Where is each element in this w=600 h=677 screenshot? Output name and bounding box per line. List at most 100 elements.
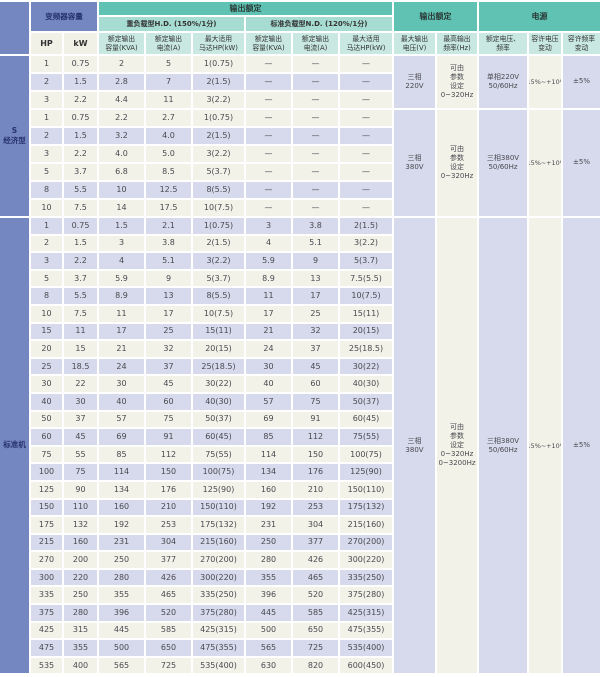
data-cell: 37 [146,358,191,375]
data-cell: 192 [246,499,291,516]
data-cell: 5.9 [246,253,291,269]
data-cell: 30 [99,376,144,392]
voltage-tolerance-cell: -15%~+10% [529,110,561,216]
data-cell: 10 [31,200,62,216]
data-cell: 5(3.7) [193,164,244,180]
data-cell: 32 [293,323,338,340]
data-cell: 250 [64,587,97,604]
data-cell: 5.9 [99,270,144,287]
data-cell: 11 [64,323,97,340]
data-cell: 25(18.5) [340,341,392,357]
data-cell: — [246,56,291,72]
data-cell: 10(7.5) [193,200,244,216]
data-cell: 5 [31,270,62,287]
data-cell: 250 [246,534,291,551]
data-cell: 0.75 [64,56,97,72]
data-cell: 17 [293,288,338,304]
data-cell: 150 [31,499,62,516]
data-cell: 160 [246,481,291,498]
data-cell: 300(220) [193,569,244,586]
data-cell: 125 [31,481,62,498]
data-cell: 2 [99,56,144,72]
data-cell: 69 [99,429,144,445]
heavy-duty-header: 重负载型H.D. (150%/1分) [99,17,244,31]
data-cell: 20(15) [193,341,244,357]
data-cell: 37 [293,341,338,357]
data-cell: 445 [99,622,144,639]
data-cell: 7.5 [64,305,97,322]
data-cell: — [340,200,392,216]
data-cell: 304 [293,517,338,533]
data-cell: 25 [293,305,338,322]
data-cell: 820 [293,657,338,674]
data-cell: 1.5 [99,218,144,234]
data-cell: 231 [246,517,291,533]
data-cell: 253 [293,499,338,516]
data-cell: 3(2.2) [340,235,392,252]
data-cell: 445 [246,605,291,621]
data-cell: 132 [64,517,97,533]
data-cell: — [293,74,338,90]
data-cell: 17 [99,323,144,340]
data-cell: 396 [99,605,144,621]
data-cell: 75 [64,464,97,480]
data-cell: 10 [31,305,62,322]
data-cell: 231 [99,534,144,551]
data-cell: 17 [146,305,191,322]
data-cell: 3.8 [293,218,338,234]
data-cell: 2(1.5) [193,74,244,90]
data-cell: 280 [99,569,144,586]
data-cell: 2.2 [64,146,97,162]
data-cell: 150(110) [193,499,244,516]
data-cell: 5.0 [146,146,191,162]
data-cell: 160 [99,499,144,516]
data-cell: 270(200) [340,534,392,551]
data-cell: 114 [246,446,291,463]
data-cell: 40 [99,393,144,410]
frequency-tolerance-cell: ±5% [563,110,600,216]
data-cell: 3(2.2) [193,146,244,162]
data-cell: 24 [99,358,144,375]
data-cell: 5(3.7) [193,270,244,287]
data-cell: — [246,200,291,216]
col-header-voltage-tolerance: 容许电压 变动 [529,33,561,54]
data-cell: 75(55) [340,429,392,445]
data-cell: 57 [246,393,291,410]
data-cell: 3 [99,235,144,252]
data-cell: 5.1 [293,235,338,252]
data-cell: — [340,74,392,90]
data-cell: 60(45) [340,411,392,428]
data-cell: 253 [146,517,191,533]
data-cell: 335(250) [193,587,244,604]
data-cell: — [340,110,392,126]
data-cell: 355 [99,587,144,604]
data-cell: 150(110) [340,481,392,498]
data-cell: 134 [246,464,291,480]
data-cell: 110 [64,499,97,516]
data-cell: 4.0 [99,146,144,162]
data-cell: 32 [146,341,191,357]
data-cell: 40 [246,376,291,392]
col-header-max-frequency: 最高输出 频率(Hz) [437,33,477,54]
data-cell: 91 [293,411,338,428]
data-cell: 25 [31,358,62,375]
data-cell: 426 [293,552,338,568]
data-cell: 75(55) [193,446,244,463]
max-output-frequency-cell: 可由 参数 设定 0~320Hz [437,110,477,216]
data-cell: 375(280) [193,605,244,621]
data-cell: 2(1.5) [340,218,392,234]
data-cell: — [340,146,392,162]
data-cell: 60 [146,393,191,410]
data-cell: 585 [146,622,191,639]
data-cell: 215 [31,534,62,551]
data-cell: 3.7 [64,270,97,287]
col-header-nd-motor: 最大适用 马达HP(kW) [340,33,392,54]
data-cell: 45 [146,376,191,392]
data-cell: 8 [31,288,62,304]
data-cell: 304 [146,534,191,551]
data-cell: 50(37) [340,393,392,410]
max-output-voltage-cell: 三相 380V [394,110,435,216]
col-header-hd-current: 额定输出 电流(A) [146,33,191,54]
col-header-frequency-tolerance: 容许频率 变动 [563,33,600,54]
